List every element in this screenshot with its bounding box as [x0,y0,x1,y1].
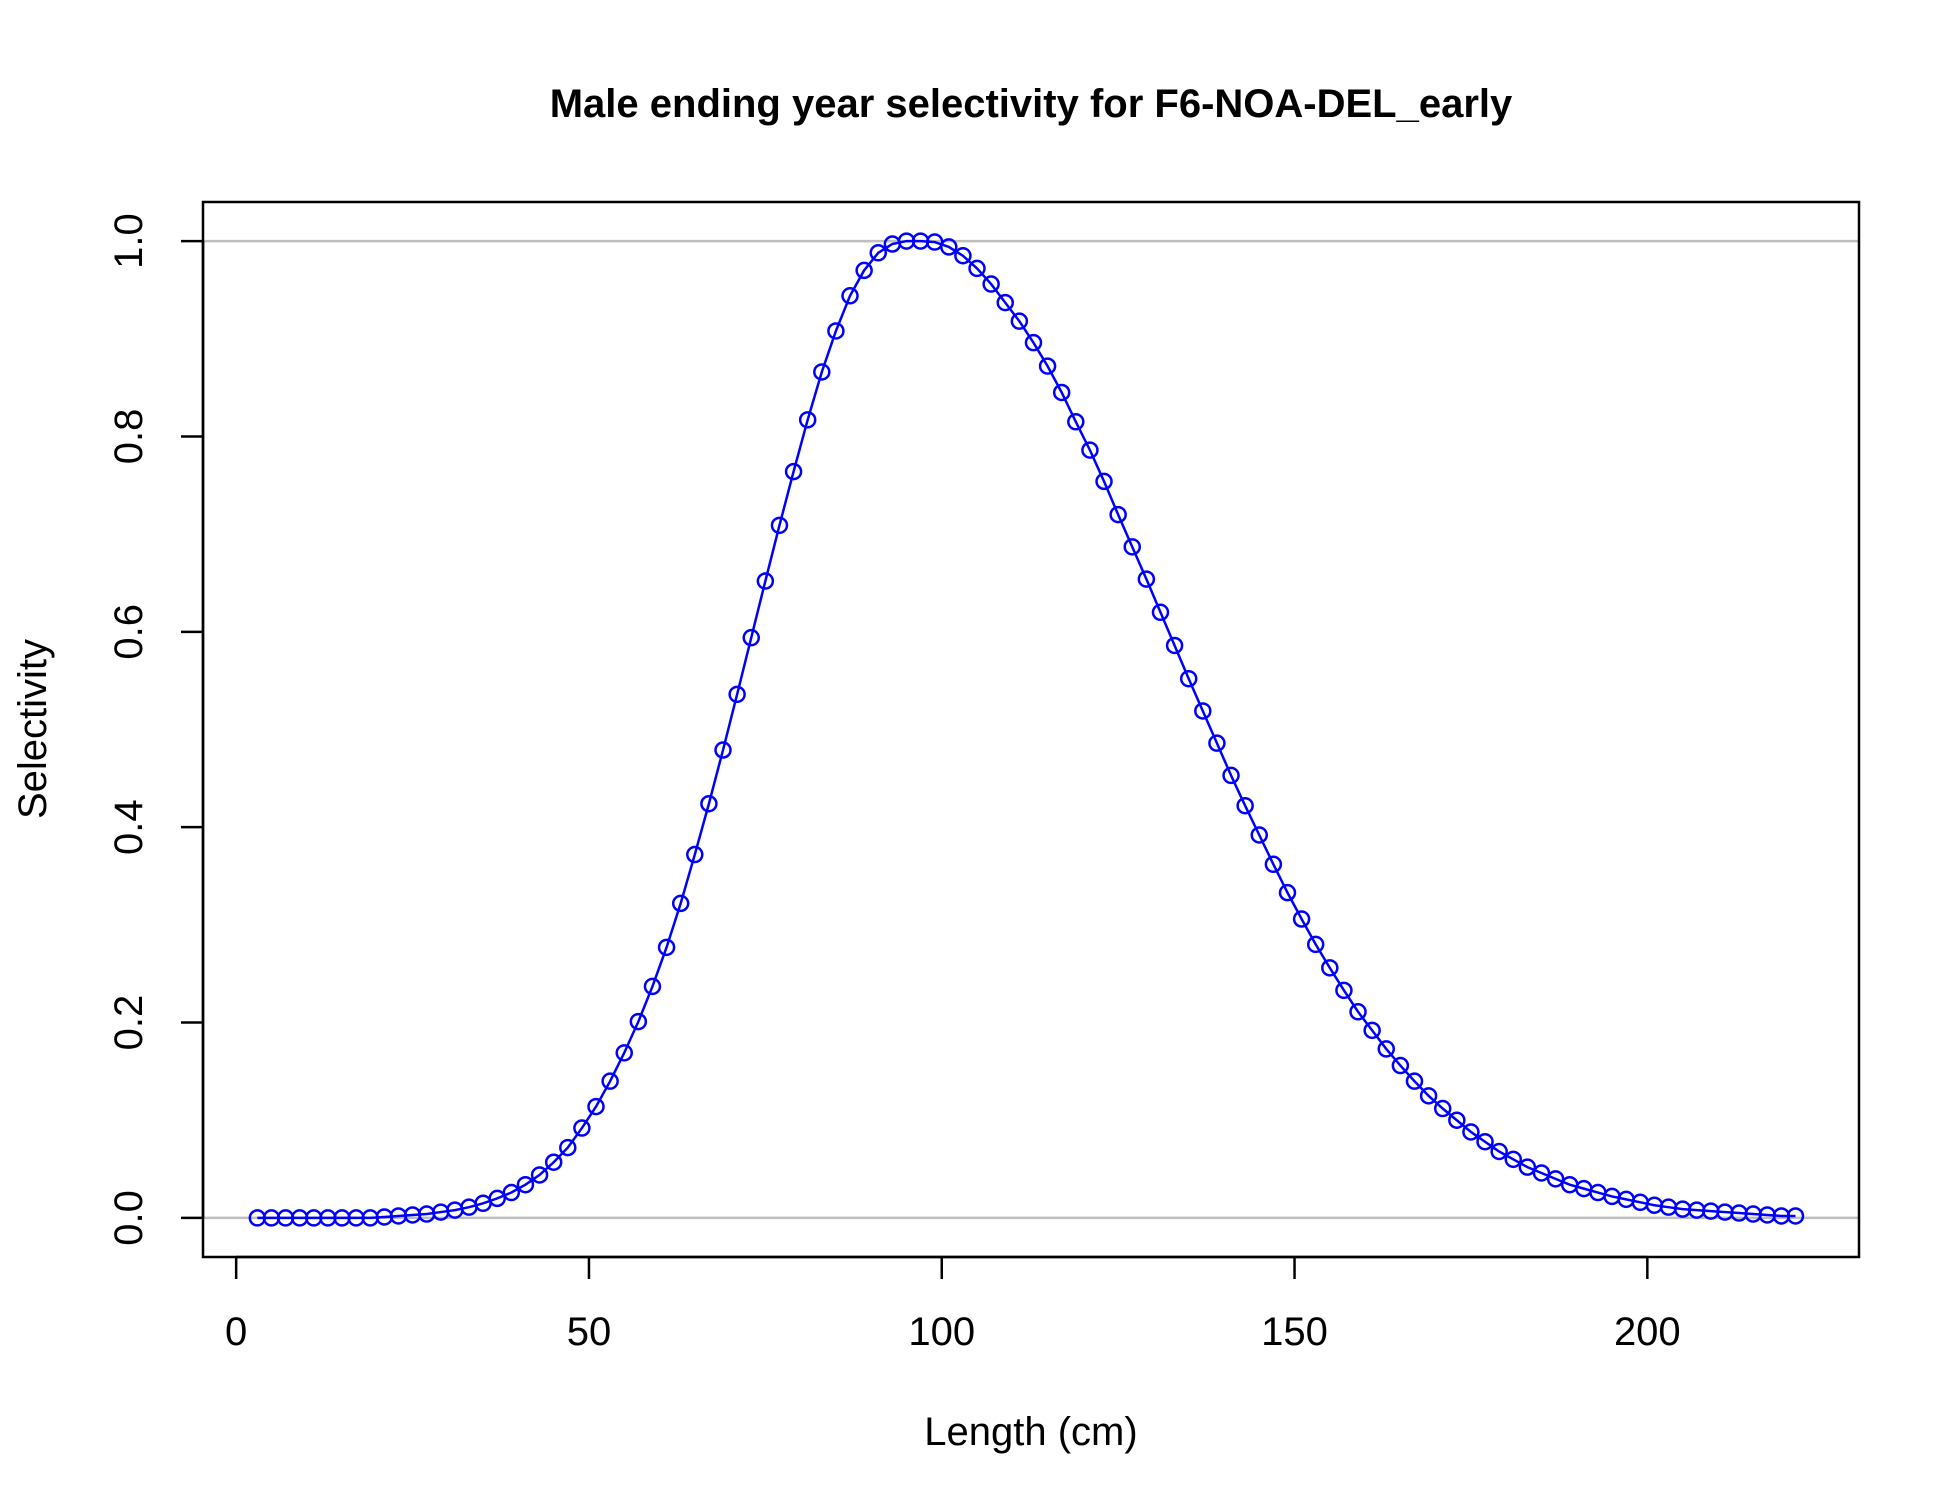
data-point [530,1166,549,1184]
data-point [1306,935,1325,954]
data-point [869,244,887,262]
data-point [1038,357,1057,375]
data-point [798,411,817,429]
data-point [1786,1207,1805,1225]
data-point [587,1097,605,1116]
data-point [1433,1099,1452,1118]
chart-title: Male ending year selectivity for F6-NOA-… [550,82,1513,126]
data-point [1109,505,1127,524]
x-axis: 0 50 100 150 200 [225,1255,1681,1354]
data-point [1179,669,1198,688]
data-point [1292,910,1311,928]
y-tick-label: 0.2 [107,995,151,1051]
y-tick-label: 0.4 [107,799,151,855]
data-point [1462,1123,1480,1141]
data-point [686,845,704,864]
data-point [756,572,775,590]
data-point [742,628,760,647]
data-point [1448,1111,1466,1129]
data-point [1504,1150,1523,1169]
y-axis-label: Selectivity [11,639,55,819]
series-line [257,239,1796,1220]
data-point [1250,826,1269,844]
data-point [770,516,789,535]
data-point [1067,413,1085,431]
data-point [1024,333,1043,352]
data-point [996,293,1014,312]
data-point [1363,1021,1381,1040]
data-point [1405,1072,1424,1090]
y-tick-label: 0.8 [107,409,151,465]
y-axis: 0.0 0.2 0.4 0.6 0.8 1.0 [107,213,205,1246]
x-tick-label: 50 [567,1310,612,1354]
data-point [1151,603,1170,622]
data-point [1518,1158,1537,1176]
data-point [573,1119,591,1137]
data-point [643,977,662,996]
data-point [488,1189,506,1208]
data-point [1377,1040,1396,1058]
data-point [1010,312,1029,330]
x-axis-label: Length (cm) [924,1410,1137,1454]
data-point [827,322,845,340]
data-point [544,1153,563,1171]
data-point [1208,734,1226,752]
data-point [728,685,746,704]
data-point [657,938,676,957]
data-point [1081,441,1099,459]
x-tick-label: 200 [1614,1310,1681,1354]
x-tick-label: 0 [225,1310,247,1354]
data-point [1222,766,1240,785]
data-point [1052,383,1071,402]
y-tick-label: 0.6 [107,604,151,660]
data-point [968,259,986,278]
data-point [954,246,972,265]
data-point [1194,702,1212,720]
data-point [700,794,718,813]
y-tick-label: 1.0 [107,213,151,269]
data-point [629,1012,648,1031]
data-point [714,741,732,759]
x-tick-label: 150 [1261,1310,1328,1354]
data-point [1165,636,1184,655]
data-point [940,238,958,256]
data-point [813,363,831,381]
plot-frame [201,200,1861,1259]
data-point [671,894,690,913]
data-point [1490,1142,1508,1161]
data-point [1419,1087,1438,1105]
data-point [601,1072,619,1090]
data-point [1476,1132,1494,1151]
data-point [1137,570,1156,588]
data-point [1349,1003,1367,1021]
reference-lines [203,239,1859,1220]
data-point [1236,796,1254,815]
data-point [1123,538,1142,556]
data-point [1321,959,1339,977]
data-point [1278,883,1297,902]
data-point [855,261,873,280]
data-point [1335,981,1353,1000]
data-point [1095,472,1113,491]
data-point [516,1175,535,1194]
data-point [784,462,803,481]
series-layer [248,232,1805,1227]
data-point [502,1183,521,1202]
data-point [982,275,1000,293]
data-point [615,1044,633,1062]
data-point [841,287,859,305]
x-tick-label: 100 [908,1310,975,1354]
data-point [1391,1056,1410,1075]
y-tick-label: 0.0 [107,1190,151,1246]
data-point [559,1138,577,1157]
data-point [1264,855,1283,874]
data-point [1546,1170,1565,1188]
data-point [1532,1164,1551,1182]
